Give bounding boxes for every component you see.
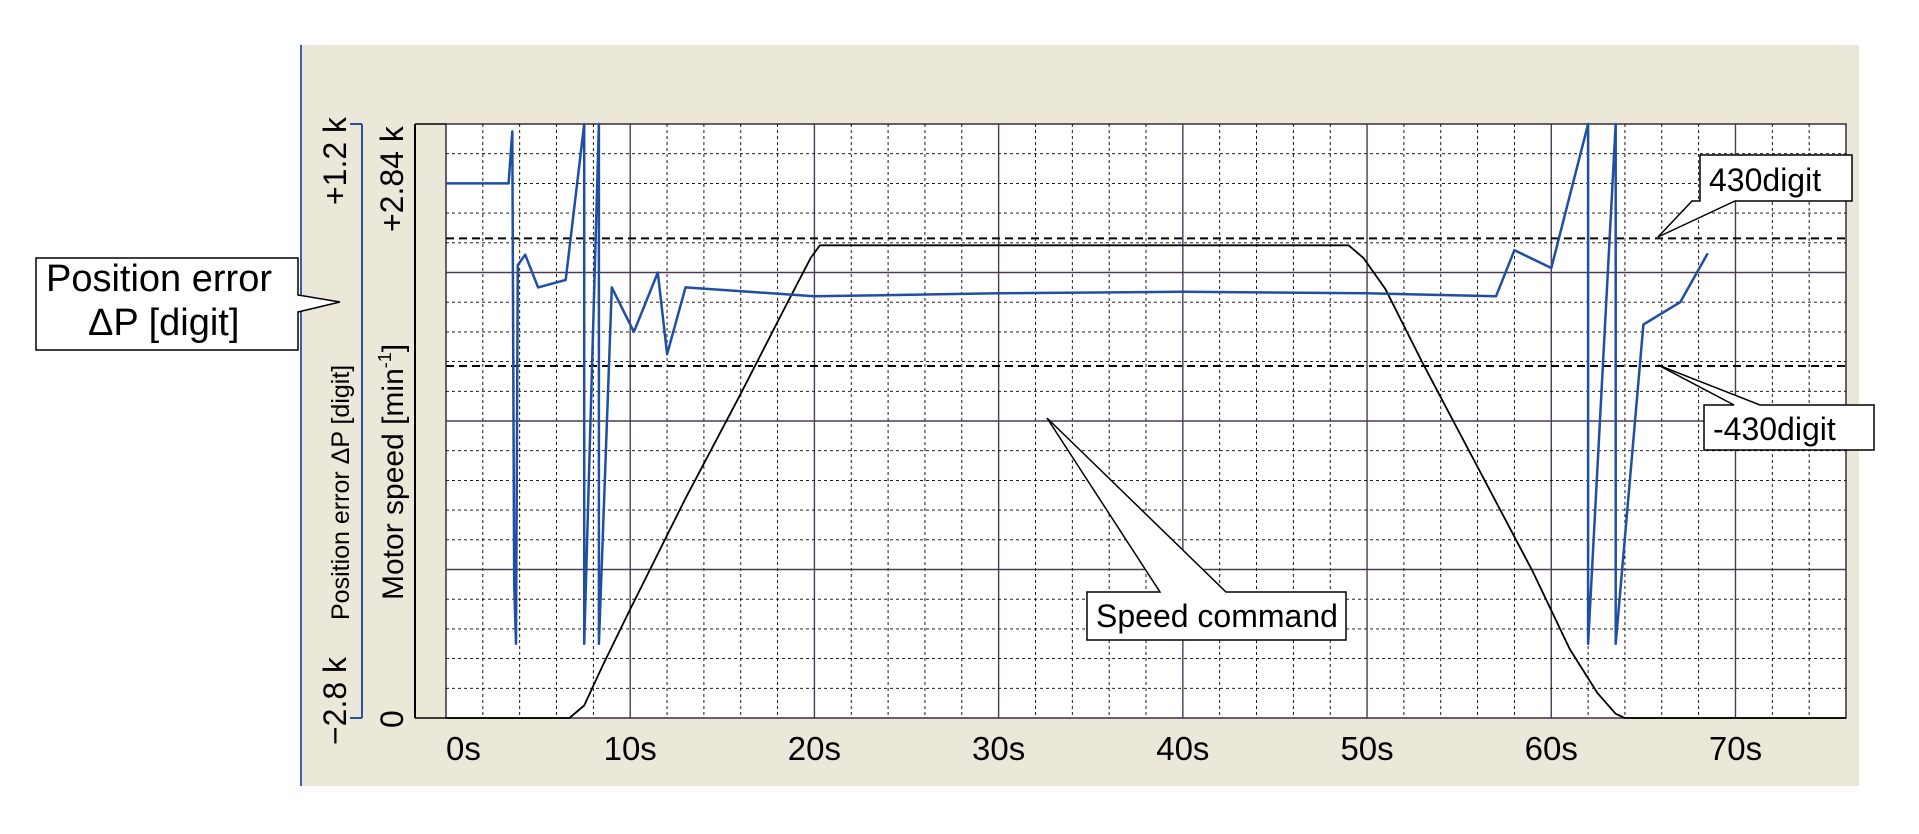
x-tick-label: 10s	[604, 730, 657, 767]
motor-speed-label-sup: -1	[375, 352, 395, 368]
motor-speed-axis: +2.84 k 0 Motor speed [min-1]	[374, 123, 446, 728]
x-tick-labels: 0s 10s 20s 30s 40s 50s 60s 70s	[446, 730, 1762, 767]
series-group	[446, 122, 1846, 719]
upper-limit-label: 430digit	[1709, 162, 1821, 198]
motor-speed-label-main: Motor speed [min	[377, 368, 410, 600]
position-error-bottom-label: −2.8 k	[317, 656, 353, 745]
motor-speed-axis-label: Motor speed [min-1]	[375, 344, 410, 600]
position-error-axis-label: Position error ΔP [digit]	[327, 365, 355, 620]
x-tick-label: 50s	[1340, 730, 1393, 767]
x-tick-label: 60s	[1525, 730, 1578, 767]
x-tick-label: 40s	[1156, 730, 1209, 767]
position-error-top-label: +1.2 k	[317, 116, 353, 205]
speed-command-callout: Speed command	[1046, 417, 1347, 641]
lower-limit-callout: -430digit	[1657, 364, 1875, 451]
position-error-axis: +1.2 k −2.8 k Position error ΔP [digit]	[317, 116, 363, 745]
series-line	[446, 244, 1846, 719]
motor-speed-label-end: ]	[377, 344, 410, 352]
position-error-callout: Position error ΔP [digit]	[35, 257, 341, 351]
position-error-callout-line2: ΔP [digit]	[88, 302, 239, 344]
position-error-callout-line1: Position error	[46, 258, 272, 300]
x-tick-label: 30s	[972, 730, 1025, 767]
speed-command-label: Speed command	[1096, 598, 1338, 634]
motor-speed-bottom-label: 0	[374, 710, 410, 728]
x-tick-label: 70s	[1709, 730, 1762, 767]
series-line	[446, 122, 1709, 646]
lower-limit-label: -430digit	[1713, 411, 1836, 447]
x-tick-label: 20s	[788, 730, 841, 767]
x-tick-label: 0s	[446, 730, 481, 767]
motor-speed-top-label: +2.84 k	[374, 125, 410, 232]
upper-limit-callout: 430digit	[1657, 154, 1853, 238]
